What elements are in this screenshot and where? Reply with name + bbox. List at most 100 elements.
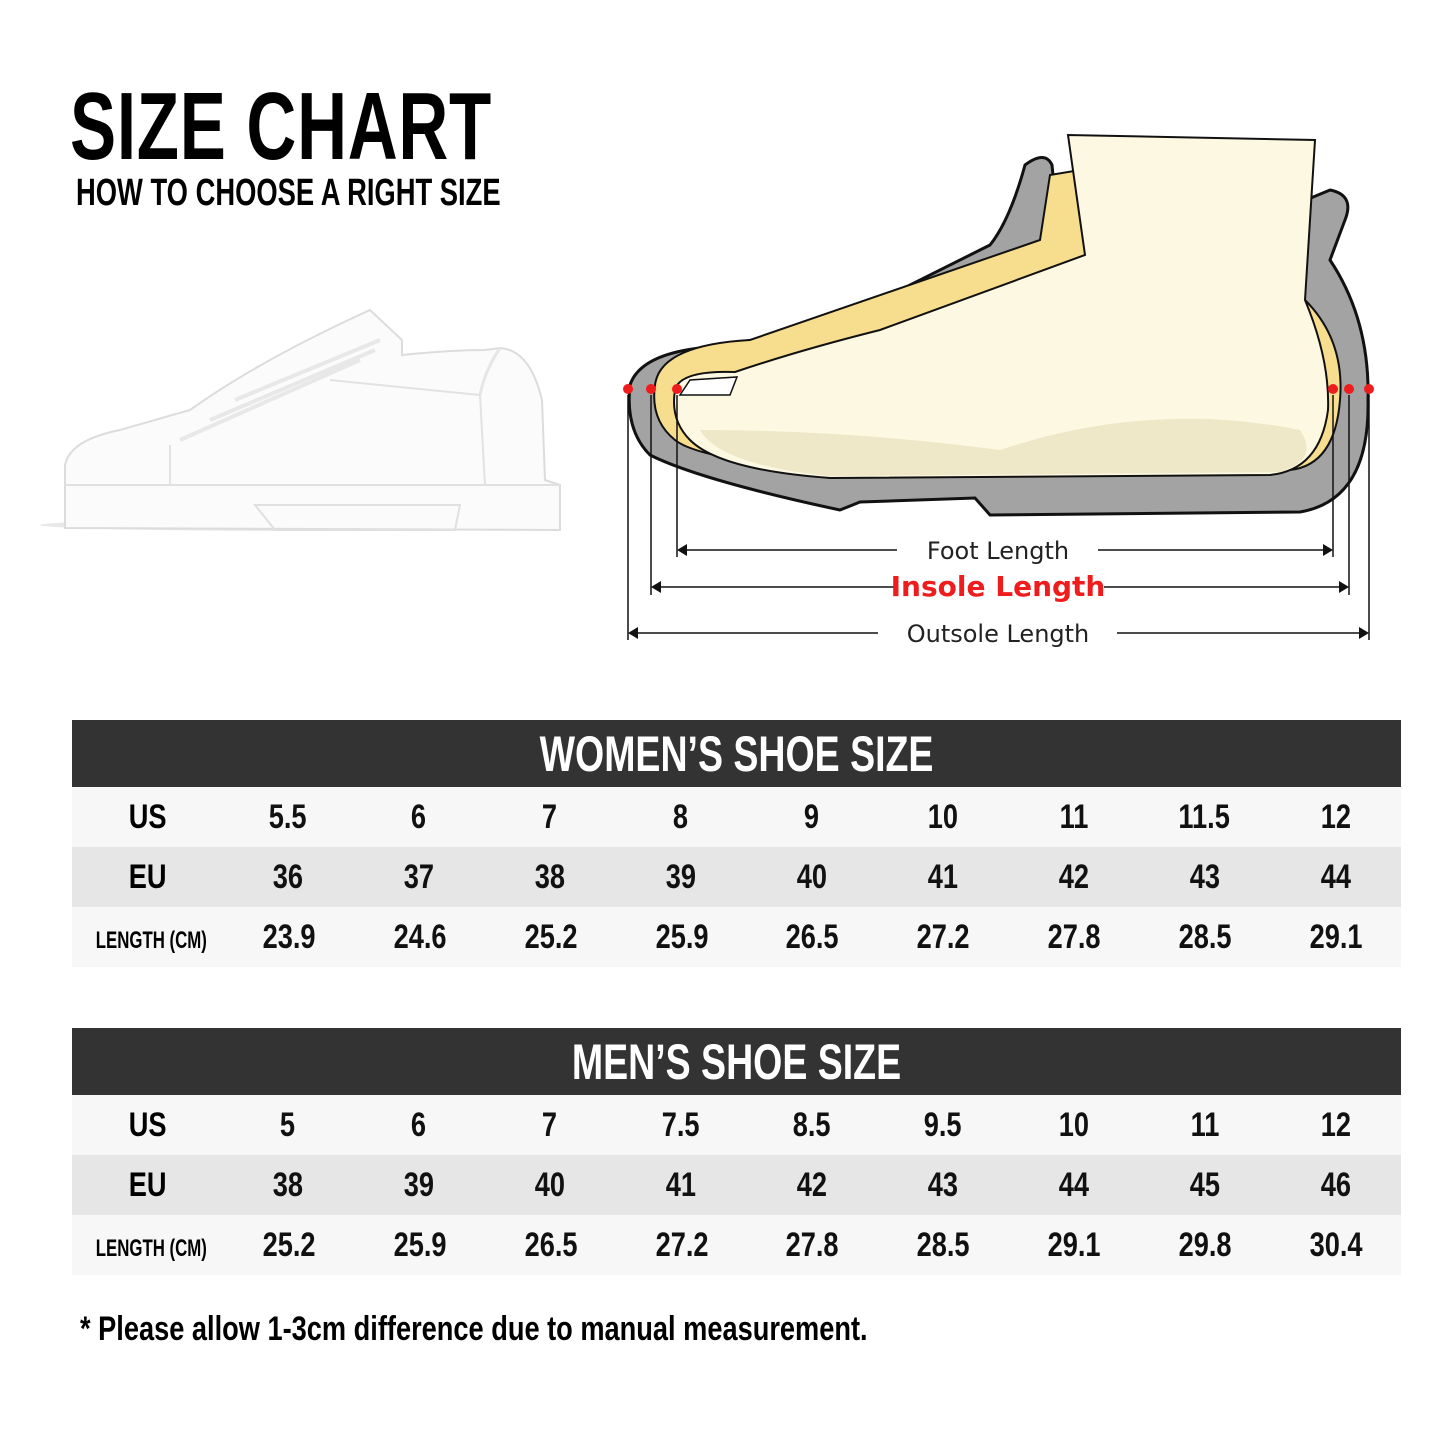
cell-value: 43 (927, 1165, 958, 1204)
table-cell: 40 (746, 858, 877, 897)
cell-value: 39 (665, 857, 696, 896)
cell-value: 40 (534, 1165, 565, 1204)
row-label-text: US (128, 1105, 167, 1144)
table-cell: 39 (353, 1166, 484, 1205)
table-cell: 43 (1139, 858, 1270, 897)
cell-value: 10 (927, 797, 958, 836)
table-cell: 40 (484, 1166, 615, 1205)
cell-value: 7 (542, 1105, 558, 1144)
cell-value: 8.5 (792, 1105, 831, 1144)
table-title: WOMEN’S SHOE SIZE (72, 720, 1401, 787)
cell-value: 43 (1189, 857, 1220, 896)
insole-length-label: Insole Length (891, 570, 1106, 603)
table-cell: 26.5 (747, 918, 878, 957)
table-cell: 30.4 (1270, 1226, 1401, 1265)
table-cell: 42 (746, 1166, 877, 1205)
table-cell: 25.2 (224, 1226, 355, 1265)
cell-value: 5.5 (268, 797, 307, 836)
table-cell: 27.2 (616, 1226, 747, 1265)
table-row: US 5 6 7 7.5 8.5 9.5 10 11 12 (72, 1095, 1401, 1155)
table-cell: 12 (1270, 1106, 1401, 1145)
table-cell: 8 (615, 798, 746, 837)
cell-value: 44 (1320, 857, 1351, 896)
table-cell: 11.5 (1139, 798, 1270, 837)
table-cell: 8.5 (746, 1106, 877, 1145)
cell-value: 25.9 (393, 1225, 447, 1264)
table-cell: 41 (615, 1166, 746, 1205)
table-row: LENGTH (CM) 25.2 25.9 26.5 27.2 27.8 28.5 29.1 2… (72, 1215, 1401, 1275)
table-cell: 45 (1139, 1166, 1270, 1205)
cell-value: 42 (1058, 857, 1089, 896)
table-cell: 25.9 (616, 918, 747, 957)
cell-value: 9.5 (923, 1105, 962, 1144)
cell-value: 26.5 (786, 917, 839, 956)
outsole-length-label: Outsole Length (907, 620, 1090, 648)
table-cell: 37 (353, 858, 484, 897)
row-label: EU (72, 858, 222, 897)
table-cell: 27.8 (747, 1226, 878, 1265)
table-row: EU 36 37 38 39 40 41 42 43 44 (72, 847, 1401, 907)
table-cell: 36 (222, 858, 353, 897)
table-row: US 5.5 6 7 8 9 10 11 11.5 12 (72, 787, 1401, 847)
cell-value: 8 (673, 797, 689, 836)
table-cell: 7.5 (615, 1106, 746, 1145)
cell-value: 11.5 (1178, 797, 1231, 836)
table-cell: 24.6 (355, 918, 486, 957)
womens-size-table: WOMEN’S SHOE SIZE US 5.5 6 7 8 9 10 11 11.5 12 EU 36… (72, 720, 1401, 967)
table-cell: 28.5 (1139, 918, 1270, 957)
cell-value: 46 (1320, 1165, 1351, 1204)
table-cell: 28.5 (878, 1226, 1009, 1265)
cell-value: 25.2 (524, 917, 578, 956)
cell-value: 38 (272, 1165, 303, 1204)
table-cell: 38 (484, 858, 615, 897)
table-cell: 10 (877, 798, 1008, 837)
row-label-text: US (128, 797, 167, 836)
cell-value: 29.1 (1309, 917, 1363, 956)
cell-value: 9 (804, 797, 820, 836)
table-cell: 43 (877, 1166, 1008, 1205)
cell-value: 12 (1320, 797, 1351, 836)
cell-value: 39 (403, 1165, 434, 1204)
measurement-markers (623, 384, 1374, 394)
table-cell: 44 (1270, 858, 1401, 897)
cell-value: 7 (542, 797, 558, 836)
cell-value: 41 (665, 1165, 696, 1204)
table-cell: 41 (877, 858, 1008, 897)
row-label: US (72, 1106, 222, 1145)
table-cell: 42 (1008, 858, 1139, 897)
table-cell: 10 (1008, 1106, 1139, 1145)
table-cell: 29.1 (1270, 918, 1401, 957)
row-label: EU (72, 1166, 222, 1205)
cell-value: 27.2 (655, 1225, 709, 1264)
table-cell: 29.8 (1139, 1226, 1270, 1265)
cell-value: 11 (1059, 797, 1088, 836)
foot-length-label: Foot Length (927, 537, 1069, 565)
cell-value: 41 (927, 857, 958, 896)
table-cell: 9 (746, 798, 877, 837)
cell-value: 5 (280, 1105, 296, 1144)
table-cell: 44 (1008, 1166, 1139, 1205)
table-cell: 38 (222, 1166, 353, 1205)
page-title: SIZE CHART (70, 73, 492, 180)
cell-value: 37 (403, 857, 434, 896)
sneaker-image (40, 308, 561, 532)
table-title: MEN’S SHOE SIZE (72, 1028, 1401, 1095)
cell-value: 45 (1189, 1165, 1220, 1204)
table-cell: 5 (222, 1106, 353, 1145)
table-cell: 12 (1270, 798, 1401, 837)
table-cell: 27.2 (878, 918, 1009, 957)
row-label: LENGTH (CM) (72, 918, 224, 957)
table-title-text: MEN’S SHOE SIZE (571, 1033, 902, 1090)
table-title-text: WOMEN’S SHOE SIZE (539, 725, 934, 782)
table-cell: 6 (353, 1106, 484, 1145)
row-label: LENGTH (CM) (72, 1226, 224, 1265)
cell-value: 27.8 (786, 1225, 839, 1264)
shoe-measurement-diagram: Foot Length Insole Length Outsole Length (623, 133, 1374, 648)
cell-value: 24.6 (393, 917, 447, 956)
table-cell: 5.5 (222, 798, 353, 837)
row-label-text: LENGTH (CM) (95, 1234, 207, 1262)
cell-value: 25.2 (262, 1225, 316, 1264)
cell-value: 42 (796, 1165, 827, 1204)
table-cell: 9.5 (877, 1106, 1008, 1145)
table-cell: 6 (353, 798, 484, 837)
